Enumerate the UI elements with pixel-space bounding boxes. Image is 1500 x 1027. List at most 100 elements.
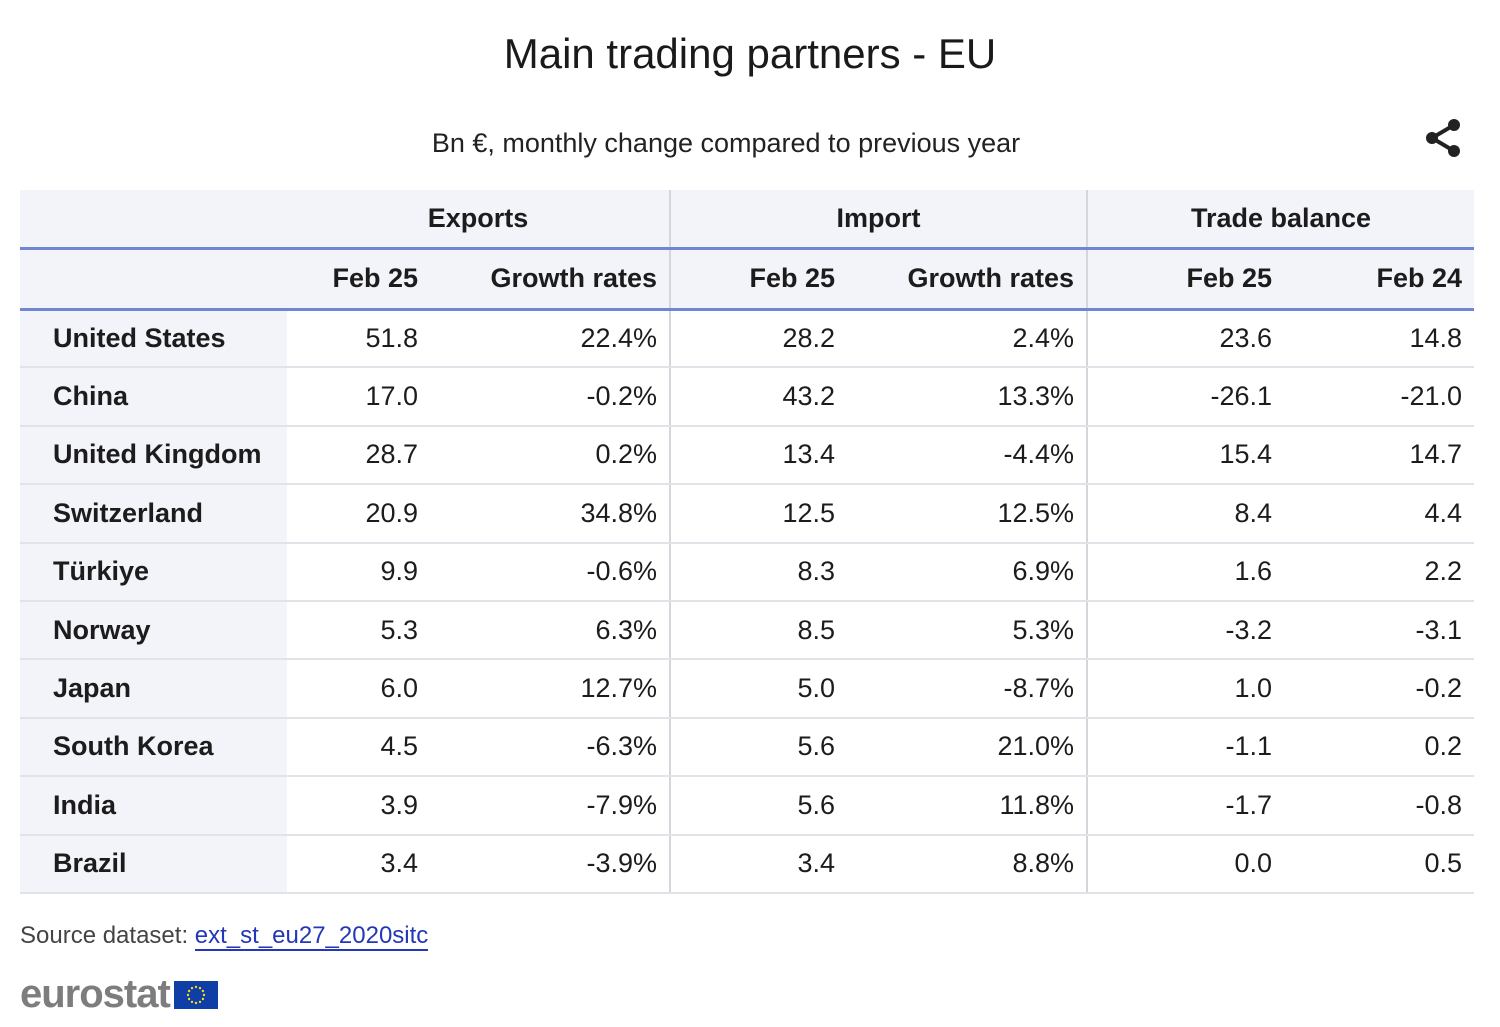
cell-value: -0.2 bbox=[1284, 659, 1474, 719]
country-name: United Kingdom bbox=[20, 425, 287, 486]
cell-value: 5.6 bbox=[669, 717, 847, 778]
cell-value: 1.6 bbox=[1086, 542, 1284, 602]
cell-value: 17.0 bbox=[287, 367, 430, 427]
cell-value: -0.8 bbox=[1284, 776, 1474, 836]
cell-value: 43.2 bbox=[669, 367, 847, 427]
cell-value: 23.6 bbox=[1086, 309, 1284, 369]
country-name: Japan bbox=[20, 659, 287, 719]
cell-value: -3.1 bbox=[1284, 600, 1474, 661]
cell-value: -6.3% bbox=[430, 717, 670, 778]
eu-star-icon bbox=[194, 1001, 198, 1004]
table-row: Japan 6.0 12.7% 5.0 -8.7% 1.0 -0.2 bbox=[20, 659, 1474, 719]
table-row: Switzerland 20.9 34.8% 12.5 12.5% 8.4 4.4 bbox=[20, 484, 1474, 544]
source-dataset-link[interactable]: ext_st_eu27_2020sitc bbox=[194, 922, 429, 951]
column-header: Feb 25 bbox=[1086, 248, 1284, 311]
cell-value: 0.5 bbox=[1284, 834, 1474, 894]
table-row: Norway 5.3 6.3% 8.5 5.3% -3.2 -3.1 bbox=[20, 600, 1474, 661]
cell-value: 9.9 bbox=[287, 542, 430, 602]
cell-value: 6.0 bbox=[287, 659, 430, 719]
table-row: Brazil 3.4 -3.9% 3.4 8.8% 0.0 0.5 bbox=[20, 834, 1474, 894]
eu-star-icon bbox=[190, 986, 194, 989]
country-name: China bbox=[20, 367, 287, 427]
cell-value: 2.4% bbox=[847, 309, 1087, 369]
subtitle: Bn €, monthly change compared to previou… bbox=[431, 128, 1021, 158]
column-header: Feb 24 bbox=[1284, 248, 1474, 311]
cell-value: 34.8% bbox=[430, 484, 670, 544]
eu-star-icon bbox=[198, 986, 202, 989]
cell-value: -1.1 bbox=[1086, 717, 1284, 778]
cell-value: 21.0% bbox=[847, 717, 1087, 778]
country-name: United States bbox=[20, 309, 287, 369]
corner-cell bbox=[20, 248, 287, 311]
eurostat-logo: eurostat bbox=[20, 972, 218, 1017]
cell-value: -0.2% bbox=[430, 367, 670, 427]
country-name: Norway bbox=[20, 600, 287, 661]
country-name: Türkiye bbox=[20, 542, 287, 602]
source-line: Source dataset: ext_st_eu27_2020sitc bbox=[20, 922, 429, 951]
table-row: United Kingdom 28.7 0.2% 13.4 -4.4% 15.4 14.7 bbox=[20, 425, 1474, 486]
page-title: Main trading partners - EU bbox=[503, 30, 997, 77]
eu-star-icon bbox=[198, 1000, 202, 1003]
eu-star-icon bbox=[187, 997, 191, 1000]
group-header-import: Import bbox=[669, 190, 1087, 250]
cell-value: 5.0 bbox=[669, 659, 847, 719]
eu-star-icon bbox=[202, 993, 206, 996]
eu-star-icon bbox=[186, 993, 190, 996]
cell-value: 28.2 bbox=[669, 309, 847, 369]
cell-value: 8.4 bbox=[1086, 484, 1284, 544]
cell-value: 12.7% bbox=[430, 659, 670, 719]
cell-value: 28.7 bbox=[287, 425, 430, 486]
cell-value: 6.9% bbox=[847, 542, 1087, 602]
share-icon[interactable] bbox=[1424, 118, 1462, 158]
table-row: United States 51.8 22.4% 28.2 2.4% 23.6 14.8 bbox=[20, 309, 1474, 369]
cell-value: 4.5 bbox=[287, 717, 430, 778]
cell-value: 14.8 bbox=[1284, 309, 1474, 369]
table-row: China 17.0 -0.2% 43.2 13.3% -26.1 -21.0 bbox=[20, 367, 1474, 427]
cell-value: 15.4 bbox=[1086, 425, 1284, 486]
cell-value: 8.3 bbox=[669, 542, 847, 602]
cell-value: 2.2 bbox=[1284, 542, 1474, 602]
cell-value: 20.9 bbox=[287, 484, 430, 544]
cell-value: 5.3% bbox=[847, 600, 1087, 661]
cell-value: 8.5 bbox=[669, 600, 847, 661]
cell-value: 6.3% bbox=[430, 600, 670, 661]
logo-text: eurostat bbox=[20, 972, 171, 1016]
column-header: Growth rates bbox=[430, 248, 670, 311]
column-header: Growth rates bbox=[847, 248, 1087, 311]
group-header-exports: Exports bbox=[287, 190, 670, 250]
eu-star-icon bbox=[201, 989, 204, 992]
cell-value: -21.0 bbox=[1284, 367, 1474, 427]
cell-value: 4.4 bbox=[1284, 484, 1474, 544]
cell-value: 8.8% bbox=[847, 834, 1087, 894]
trading-partners-table: Exports Import Trade balance Feb 25 Grow… bbox=[20, 190, 1474, 894]
cell-value: 22.4% bbox=[430, 309, 670, 369]
cell-value: 13.4 bbox=[669, 425, 847, 486]
cell-value: 0.2% bbox=[430, 425, 670, 486]
country-name: Brazil bbox=[20, 834, 287, 894]
eu-star-icon bbox=[187, 989, 191, 992]
corner-cell bbox=[20, 190, 287, 250]
cell-value: 3.4 bbox=[669, 834, 847, 894]
source-label: Source dataset: bbox=[20, 922, 189, 949]
eu-flag-icon bbox=[173, 980, 218, 1009]
cell-value: -8.7% bbox=[847, 659, 1087, 719]
cell-value: 11.8% bbox=[847, 776, 1087, 836]
country-name: South Korea bbox=[20, 717, 287, 778]
cell-value: -0.6% bbox=[430, 542, 670, 602]
cell-value: -1.7 bbox=[1086, 776, 1284, 836]
cell-value: -26.1 bbox=[1086, 367, 1284, 427]
cell-value: -3.2 bbox=[1086, 600, 1284, 661]
cell-value: 12.5% bbox=[847, 484, 1087, 544]
cell-value: 1.0 bbox=[1086, 659, 1284, 719]
cell-value: 3.4 bbox=[287, 834, 430, 894]
column-header: Feb 25 bbox=[669, 248, 847, 311]
cell-value: 3.9 bbox=[287, 776, 430, 836]
table-row: South Korea 4.5 -6.3% 5.6 21.0% -1.1 0.2 bbox=[20, 717, 1474, 778]
country-name: India bbox=[20, 776, 287, 836]
cell-value: 0.2 bbox=[1284, 717, 1474, 778]
cell-value: 51.8 bbox=[287, 309, 430, 369]
cell-value: 5.3 bbox=[287, 600, 430, 661]
cell-value: -3.9% bbox=[430, 834, 670, 894]
cell-value: 5.6 bbox=[669, 776, 847, 836]
cell-value: 0.0 bbox=[1086, 834, 1284, 894]
